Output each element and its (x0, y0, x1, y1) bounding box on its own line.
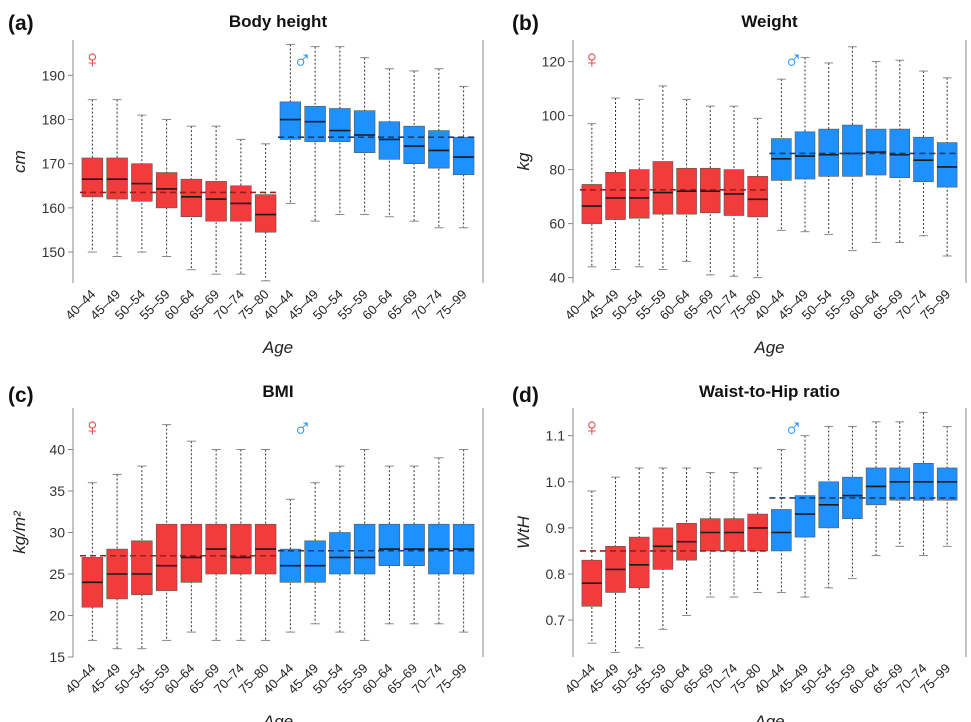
female-box (723, 169, 745, 216)
male-symbol-icon: ♂ (293, 412, 313, 442)
female-box (605, 172, 626, 220)
female-box (180, 523, 203, 583)
chart-panel-3: (d) Waist-to-Hip ratio 0.7 0.8 0.9 1.0 1.1 WtH ♀… (512, 382, 967, 722)
female-box (131, 163, 153, 202)
y-tick-label: 0.8 (546, 566, 566, 582)
y-axis-label: kg (514, 152, 533, 171)
y-tick-label: 0.7 (546, 612, 566, 628)
female-box (628, 169, 650, 219)
female-box (254, 194, 277, 233)
female-box (155, 172, 178, 209)
female-box (652, 161, 674, 215)
chart-title: BMI (262, 382, 293, 401)
chart-title: Body height (229, 12, 328, 31)
male-box (304, 540, 326, 583)
panel-letter: (a) (8, 12, 34, 35)
y-axis-label: cm (10, 150, 29, 173)
chart-title: Weight (741, 12, 798, 31)
panel-letter: (c) (8, 384, 34, 407)
male-box (329, 108, 351, 142)
male-box (452, 136, 475, 176)
chart-title: Waist-to-Hip ratio (699, 382, 840, 401)
y-tick-label: 180 (42, 112, 66, 128)
male-box (794, 495, 816, 538)
x-axis-label: Age (262, 338, 293, 357)
x-axis-label: Age (753, 712, 784, 722)
y-tick-label: 60 (549, 216, 565, 232)
female-symbol-icon: ♀ (582, 44, 602, 74)
male-symbol-icon: ♂ (784, 44, 804, 74)
male-symbol-icon: ♂ (784, 412, 804, 442)
x-axis-label: Age (262, 712, 293, 722)
female-box (205, 181, 227, 222)
y-tick-label: 20 (49, 608, 65, 624)
y-tick-label: 190 (42, 67, 66, 83)
y-tick-label: 30 (49, 525, 65, 541)
female-box (628, 536, 650, 589)
x-axis-label: Age (753, 338, 784, 357)
male-box (329, 532, 351, 575)
male-box (818, 128, 839, 177)
male-box (353, 110, 376, 153)
y-tick-label: 40 (49, 442, 65, 458)
female-box (723, 518, 745, 552)
female-box (131, 540, 153, 596)
male-box (279, 101, 302, 140)
male-box (378, 523, 401, 567)
y-tick-label: 160 (42, 200, 66, 216)
female-symbol-icon: ♀ (83, 44, 103, 74)
male-box (428, 130, 450, 169)
male-box (889, 467, 911, 501)
male-box (936, 142, 958, 188)
panel-letter: (b) (512, 12, 539, 35)
female-box (155, 523, 178, 591)
y-tick-label: 150 (42, 244, 66, 260)
y-axis-label: WtH (514, 515, 533, 549)
y-tick-label: 1.1 (546, 428, 566, 444)
male-box (771, 509, 792, 552)
male-box (403, 125, 425, 165)
y-tick-label: 35 (49, 483, 65, 499)
female-box (700, 518, 721, 552)
male-box (304, 105, 326, 142)
female-box (747, 513, 768, 552)
y-tick-label: 0.9 (546, 520, 566, 536)
female-box (581, 184, 603, 224)
male-box (842, 124, 863, 177)
male-box (403, 523, 425, 567)
y-tick-label: 15 (49, 649, 65, 665)
female-symbol-icon: ♀ (582, 412, 602, 442)
y-axis-label: kg/m² (10, 510, 29, 554)
panel-letter: (d) (512, 384, 539, 407)
male-box (353, 523, 376, 575)
y-tick-label: 1.0 (546, 474, 566, 490)
male-box (378, 121, 401, 160)
male-box (936, 467, 958, 501)
y-tick-label: 40 (549, 270, 565, 286)
y-tick-label: 170 (42, 156, 66, 172)
y-tick-label: 120 (542, 54, 566, 70)
male-symbol-icon: ♂ (293, 44, 313, 74)
y-tick-label: 100 (542, 108, 566, 124)
female-box (747, 176, 768, 218)
female-box (230, 523, 252, 575)
y-tick-label: 80 (549, 162, 565, 178)
female-box (180, 178, 203, 218)
female-symbol-icon: ♀ (83, 412, 103, 442)
female-box (652, 527, 674, 570)
y-tick-label: 25 (49, 566, 65, 582)
female-box (81, 157, 104, 198)
